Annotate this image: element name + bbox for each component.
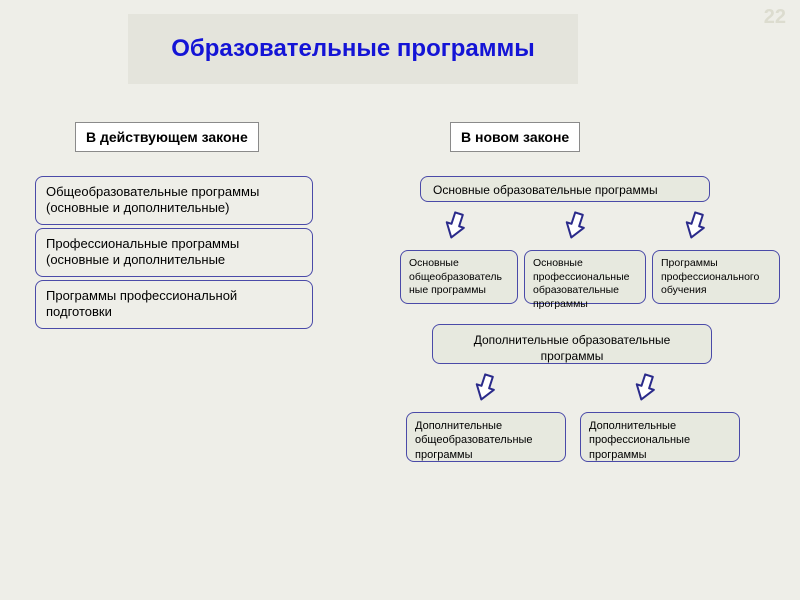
left-item-1: Профессиональные программы (основные и д…: [35, 228, 313, 277]
right-l1-0: Основные общеобразователь ные программы: [400, 250, 518, 304]
page-number: 22: [764, 6, 786, 29]
left-column-header: В действующем законе: [75, 122, 259, 152]
arrow-down-icon: [560, 210, 590, 242]
right-mid: Дополнительные образовательные программы: [432, 324, 712, 364]
right-l2-1: Дополнительные профессиональные программ…: [580, 412, 740, 462]
left-item-0: Общеобразовательные программы (основные …: [35, 176, 313, 225]
title-box: Образовательные программы: [128, 14, 578, 84]
right-column-header: В новом законе: [450, 122, 580, 152]
right-l2-0: Дополнительные общеобразовательные прогр…: [406, 412, 566, 462]
arrow-down-icon: [680, 210, 710, 242]
arrows-top: [440, 210, 710, 242]
right-root: Основные образовательные программы: [420, 176, 710, 202]
arrow-down-icon: [440, 210, 470, 242]
arrows-bottom: [470, 372, 660, 404]
title-text: Образовательные программы: [171, 35, 535, 64]
right-l1-1: Основные профессиональные образовательны…: [524, 250, 646, 304]
right-l1-2: Программы профессионального обучения: [652, 250, 780, 304]
arrow-down-icon: [470, 372, 500, 404]
arrow-down-icon: [630, 372, 660, 404]
left-item-2: Программы профессиональной подготовки: [35, 280, 313, 329]
